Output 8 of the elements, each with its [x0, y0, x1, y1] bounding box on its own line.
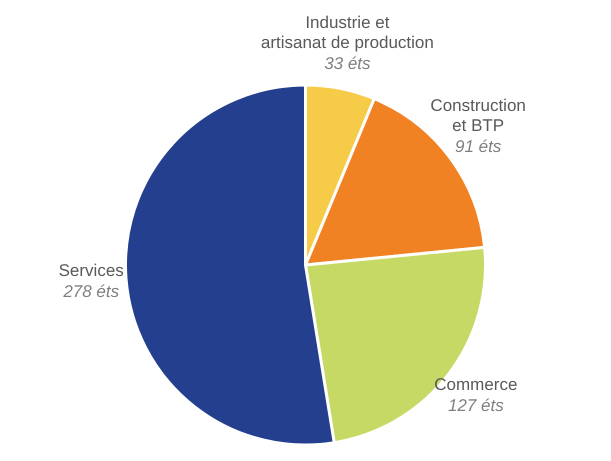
slice-label: Services	[58, 261, 124, 280]
slice-label: Commerce	[434, 375, 518, 394]
data-label: 278 éts	[62, 282, 120, 302]
category-label: Industrie et artisanat de production	[260, 13, 434, 52]
data-label: 91 éts	[455, 136, 502, 156]
data-label: 127 éts	[448, 396, 504, 416]
data-label: 33 éts	[324, 54, 372, 74]
category-label: Construction et BTP	[430, 96, 526, 135]
